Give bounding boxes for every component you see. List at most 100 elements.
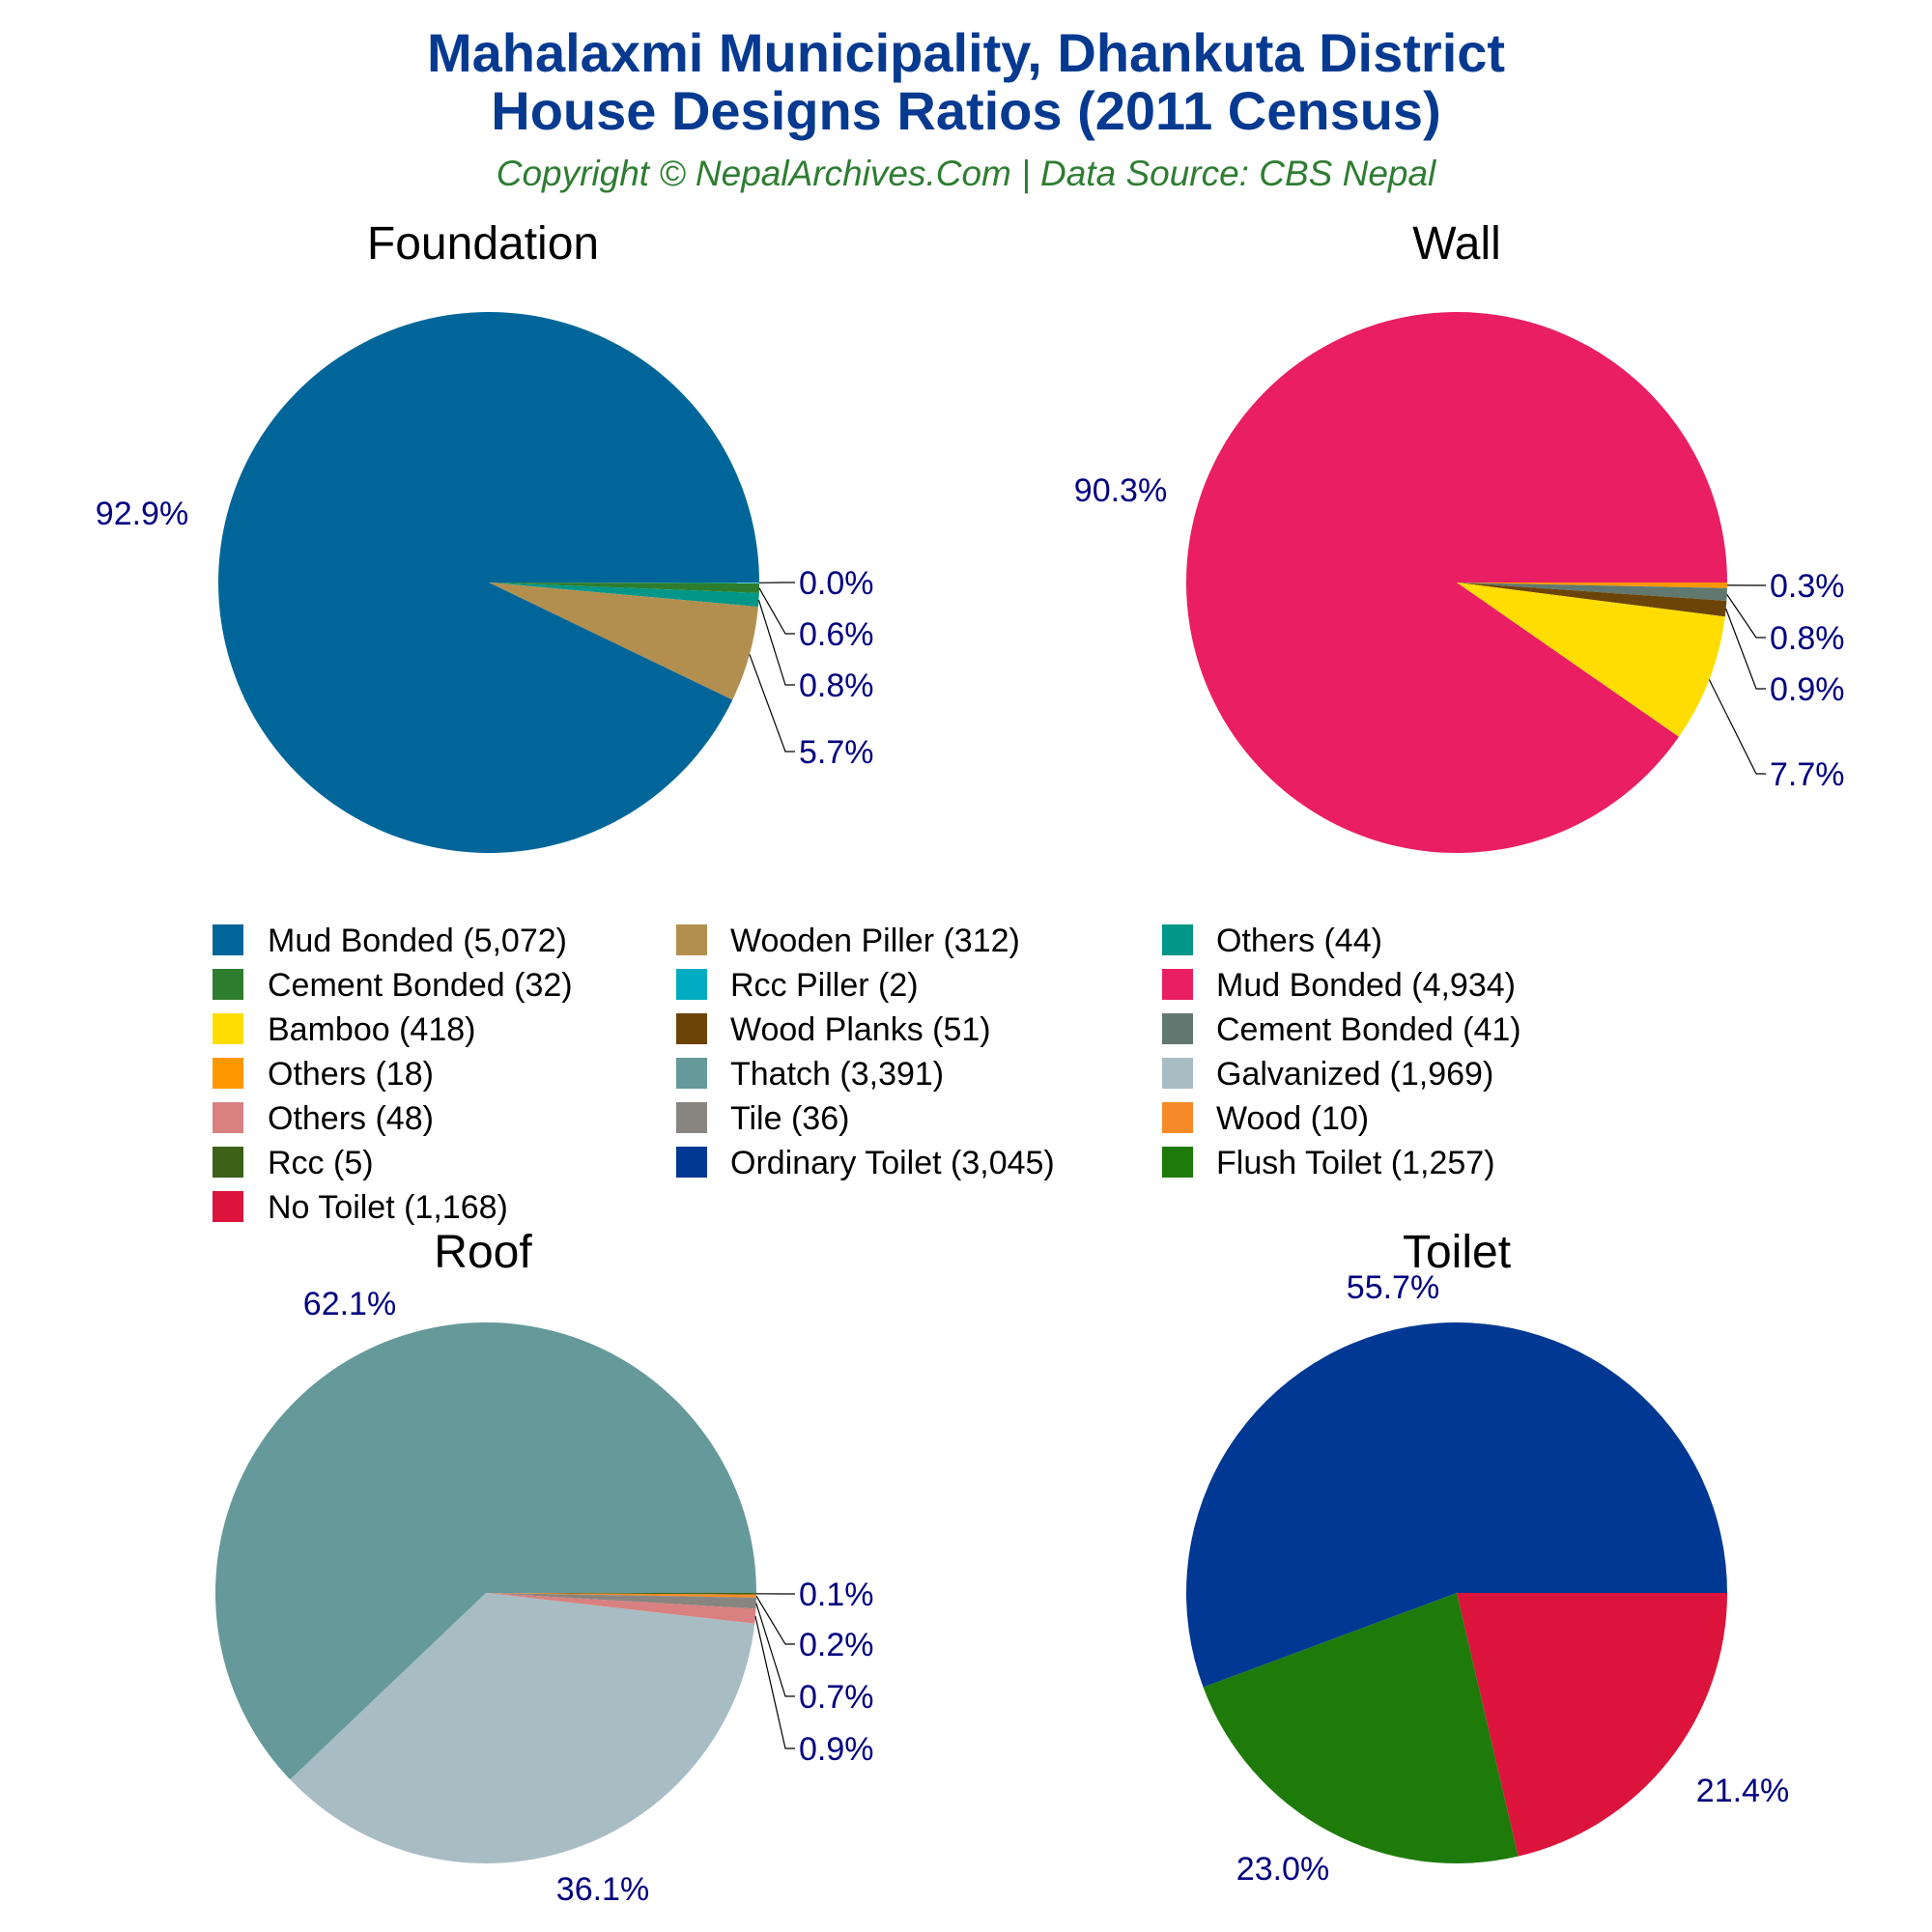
legend-swatch — [213, 1102, 243, 1133]
legend-swatch — [1162, 1102, 1193, 1133]
pie-slice — [1186, 311, 1727, 854]
slice-percent-label: 62.1% — [303, 1286, 396, 1322]
leader-line — [1708, 679, 1766, 775]
legend-swatch — [213, 1147, 243, 1178]
legend-item: Ordinary Toilet (3,045) — [676, 1145, 1055, 1181]
slice-percent-label: 21.4% — [1696, 1773, 1789, 1809]
pie-title: Roof — [434, 1227, 532, 1278]
chart-title-line1: Mahalaxmi Municipality, Dhankuta Distric… — [427, 22, 1505, 83]
legend-swatch — [676, 1013, 707, 1044]
leader-line — [749, 654, 795, 753]
legend-swatch — [1162, 1058, 1193, 1089]
slice-percent-label: 36.1% — [556, 1871, 649, 1908]
legend-item: Others (18) — [213, 1056, 434, 1093]
slice-percent-label: 0.9% — [1770, 671, 1845, 708]
legend: Mud Bonded (5,072) Cement Bonded (32) Bamb… — [213, 923, 1521, 1226]
legend-swatch — [676, 1058, 707, 1089]
legend-label: No Toilet (1,168) — [268, 1189, 508, 1226]
legend-swatch — [1162, 969, 1193, 1000]
legend-item: Wooden Piller (312) — [676, 923, 1020, 959]
slice-percent-label: 0.3% — [1770, 568, 1845, 605]
pie-title: Wall — [1412, 218, 1501, 270]
slice-percent-label: 7.7% — [1770, 756, 1845, 793]
legend-swatch — [676, 1147, 707, 1178]
pie-slice — [218, 311, 760, 853]
legend-swatch — [676, 924, 707, 955]
pie-slice — [489, 582, 759, 583]
pie-slice — [489, 582, 759, 608]
pie-title: Toilet — [1403, 1227, 1511, 1278]
pie-slice — [489, 582, 759, 593]
legend-item: Wood (10) — [1162, 1100, 1369, 1137]
pie-slice — [215, 1322, 757, 1780]
slice-percent-label: 23.0% — [1236, 1851, 1329, 1888]
legend-label: Others (18) — [268, 1056, 434, 1093]
legend-item: Galvanized (1,969) — [1162, 1056, 1493, 1093]
leader-line — [754, 1616, 795, 1749]
legend-swatch — [213, 1013, 243, 1044]
legend-item: Wood Planks (51) — [676, 1011, 991, 1048]
legend-label: Tile (36) — [730, 1100, 849, 1137]
legend-label: Rcc (5) — [268, 1145, 374, 1181]
pie-slice — [1457, 582, 1727, 601]
legend-swatch — [213, 1191, 243, 1222]
legend-label: Mud Bonded (4,934) — [1216, 967, 1516, 1004]
legend-item: Flush Toilet (1,257) — [1162, 1145, 1495, 1181]
legend-item: No Toilet (1,168) — [213, 1189, 508, 1226]
pie-slice — [486, 1593, 756, 1609]
pie-wall: Wall 0.3% 0.8% 0.9% 7.7% 90.3% — [1074, 218, 1845, 854]
legend-swatch — [213, 1058, 243, 1089]
pie-roof: Roof 0.1% 0.2% 0.7% 0.9% 36.1% 62.1% — [215, 1227, 874, 1908]
legend-item: Tile (36) — [676, 1100, 849, 1137]
slice-percent-label: 0.8% — [1770, 620, 1845, 657]
slice-percent-label: 0.8% — [799, 668, 874, 704]
legend-label: Wooden Piller (312) — [730, 923, 1020, 959]
legend-label: Cement Bonded (41) — [1216, 1011, 1521, 1048]
legend-label: Galvanized (1,969) — [1216, 1056, 1493, 1093]
legend-label: Others (48) — [268, 1100, 434, 1137]
leader-line — [755, 1595, 795, 1645]
slice-percent-label: 90.3% — [1074, 472, 1167, 509]
pie-slice — [486, 1593, 756, 1595]
pie-slice — [1457, 582, 1725, 737]
legend-item: Rcc (5) — [213, 1145, 374, 1181]
leader-line — [755, 1603, 795, 1697]
slice-percent-label: 55.7% — [1347, 1269, 1439, 1306]
slice-percent-label: 92.9% — [96, 496, 188, 532]
pie-foundation: Foundation 0.0% 0.6% 0.8% 5.7% 92.9% — [96, 218, 874, 853]
slice-percent-label: 0.1% — [799, 1577, 874, 1613]
legend-item: Rcc Piller (2) — [676, 967, 919, 1004]
legend-label: Wood (10) — [1216, 1100, 1369, 1137]
legend-item: Thatch (3,391) — [676, 1056, 944, 1093]
legend-swatch — [1162, 1147, 1193, 1178]
pie-slice — [1457, 1593, 1727, 1857]
chart-title-line2: House Designs Ratios (2011 Census) — [491, 80, 1440, 141]
leader-line — [1726, 594, 1766, 639]
legend-label: Others (44) — [1216, 923, 1382, 959]
legend-item: Others (48) — [213, 1100, 434, 1137]
legend-item: Cement Bonded (32) — [213, 967, 573, 1004]
slice-percent-label: 0.2% — [799, 1627, 874, 1663]
legend-item: Mud Bonded (4,934) — [1162, 967, 1516, 1004]
slice-percent-label: 0.7% — [799, 1679, 874, 1716]
pie-slice — [1186, 1322, 1727, 1688]
pie-slice — [486, 1593, 756, 1598]
legend-swatch — [213, 969, 243, 1000]
pie-slice — [1457, 582, 1727, 617]
legend-label: Rcc Piller (2) — [730, 967, 919, 1004]
pie-slice — [489, 582, 758, 700]
legend-swatch — [676, 1102, 707, 1133]
legend-item: Others (44) — [1162, 923, 1382, 959]
slice-percent-label: 5.7% — [799, 734, 874, 771]
leader-line — [758, 587, 795, 635]
legend-swatch — [1162, 924, 1193, 955]
pie-toilet: Toilet 21.4% 23.0% 55.7% — [1186, 1227, 1789, 1888]
leader-line — [757, 599, 795, 686]
slice-percent-label: 0.0% — [799, 565, 874, 602]
slice-percent-label: 0.9% — [799, 1731, 874, 1768]
legend-swatch — [1162, 1013, 1193, 1044]
legend-item: Mud Bonded (5,072) — [213, 923, 567, 959]
legend-item: Bamboo (418) — [213, 1011, 475, 1048]
leader-line — [1725, 608, 1766, 690]
pie-title: Foundation — [367, 218, 599, 270]
